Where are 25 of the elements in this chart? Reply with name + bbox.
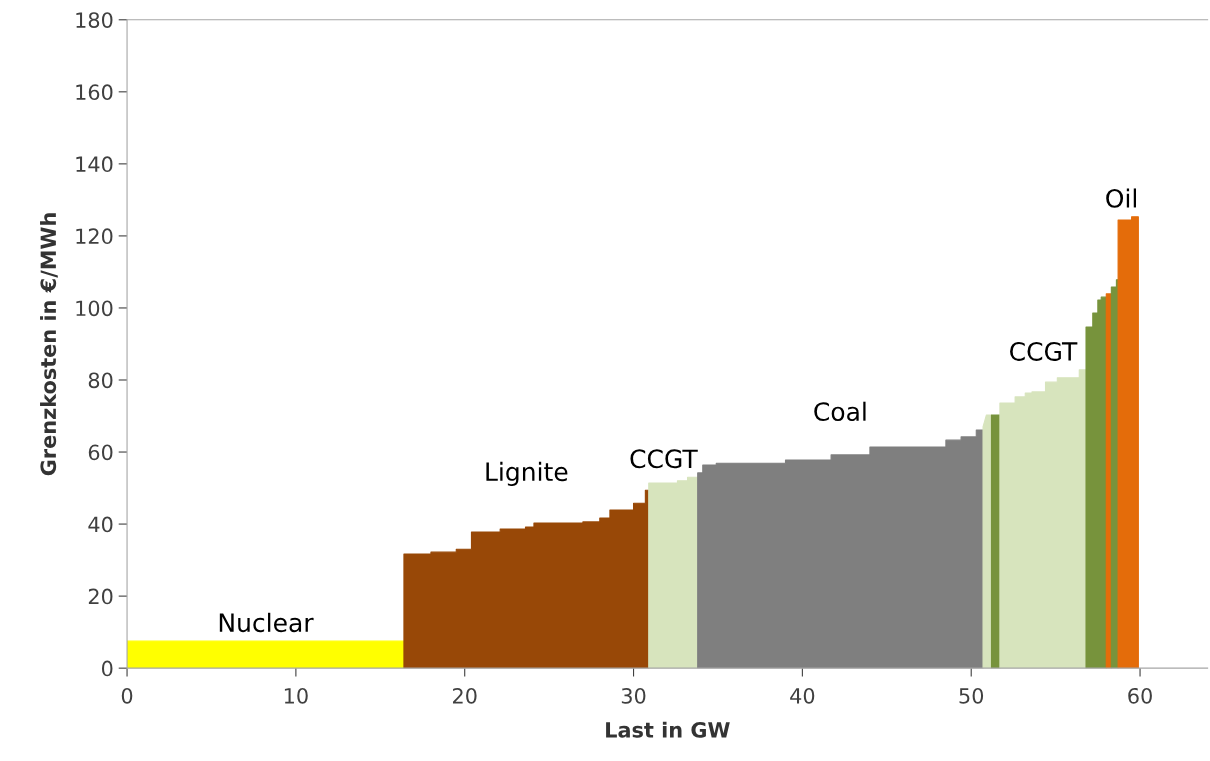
series-label: CCGT: [630, 449, 698, 469]
x-tick-label: 0: [121, 687, 133, 704]
y-tick-label: 140: [76, 156, 113, 173]
y-tick-label: 100: [76, 300, 113, 317]
y-tick-label: 20: [88, 588, 113, 605]
series-label: Oil: [1106, 188, 1137, 208]
x-tick-label: 10: [284, 687, 308, 704]
x-tick-label: 30: [621, 687, 646, 704]
y-tick-label: 40: [88, 516, 113, 533]
y-tick-label: 160: [76, 84, 113, 101]
x-tick-label: 20: [452, 687, 477, 704]
x-tick-label: 60: [1128, 687, 1152, 704]
series-label: Nuclear: [219, 612, 314, 633]
y-tick-label: 60: [88, 444, 113, 461]
y-tick-label: 0: [101, 660, 113, 677]
x-axis-title: Last in GW: [606, 721, 730, 738]
y-tick-label: 80: [88, 372, 113, 389]
y-tick-label: 180: [76, 12, 113, 28]
series-label: Coal: [814, 401, 866, 422]
y-axis-title: Grenzkosten in €/MWh: [40, 213, 58, 476]
x-tick-label: 40: [790, 687, 815, 704]
series-label: CCGT: [1010, 341, 1078, 361]
y-tick-label: 120: [76, 228, 113, 245]
x-tick-label: 50: [959, 687, 984, 704]
series-label: Lignite: [486, 461, 568, 487]
